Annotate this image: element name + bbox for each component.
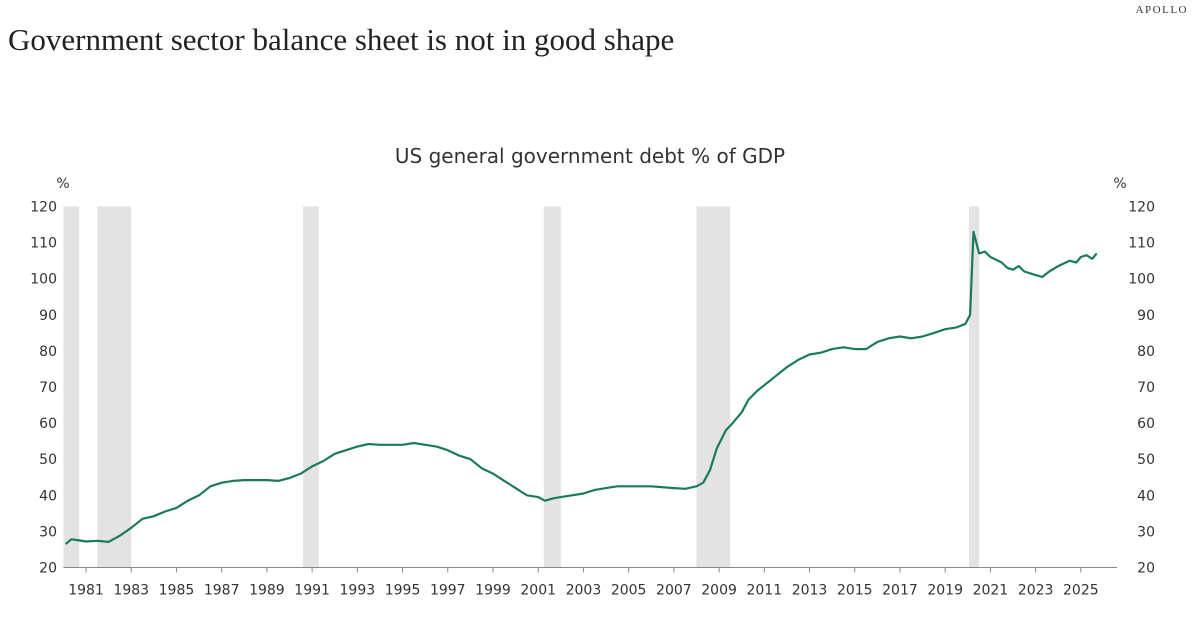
y-tick-label-left: 60 [39,416,57,432]
y-tick-label-right: 30 [1137,524,1155,540]
y-tick-label-right: 100 [1128,272,1155,288]
chart-title: US general government debt % of GDP [395,144,785,168]
y-tick-label-right: 70 [1137,380,1155,396]
y-tick-label-right: 110 [1128,236,1155,252]
x-tick-label: 2013 [792,583,828,599]
y-axis-label-left: % [56,176,69,192]
y-tick-label-left: 30 [39,524,57,540]
x-tick-label: 1983 [113,583,149,599]
headline: Government sector balance sheet is not i… [8,22,675,57]
x-tick-label: 2009 [701,583,737,599]
y-tick-label-right: 50 [1137,452,1155,468]
y-axis-label-right: % [1113,176,1126,192]
y-tick-label-left: 110 [30,236,57,252]
series [64,230,1098,545]
recession-bands [63,206,980,568]
y-tick-label-right: 90 [1137,308,1155,324]
x-tick-label: 1989 [249,583,285,599]
y-tick-label-left: 80 [39,344,57,360]
recession-band [968,206,980,568]
x-tick-label: 2017 [882,583,918,599]
x-tick-label: 1987 [204,583,240,599]
y-tick-label-right: 40 [1137,488,1155,504]
x-tick-label: 2001 [520,583,556,599]
recession-band [97,206,132,568]
y-tick-label-right: 20 [1137,561,1155,577]
x-tick-label: 2023 [1018,583,1054,599]
y-tick-label-left: 100 [30,272,57,288]
recession-band [63,206,80,568]
brand-logo: APOLLO [1135,4,1188,16]
y-tick-label-left: 90 [39,308,57,324]
x-tick-label: 2019 [927,583,963,599]
y-tick-label-left: 40 [39,488,57,504]
y-tick-label-right: 120 [1128,200,1155,216]
y-tick-label-left: 120 [30,200,57,216]
x-tick-label: 1991 [294,583,330,599]
x-tick-label: 2007 [656,583,692,599]
y-tick-label-left: 50 [39,452,57,468]
recession-band [303,206,319,568]
y-tick-label-left: 70 [39,380,57,396]
x-tick-label: 1997 [430,583,466,599]
recession-band [696,206,731,568]
x-tick-label: 2021 [973,583,1009,599]
x-tick-label: 2015 [837,583,873,599]
debt-line [64,230,1098,545]
axes: 1981 1983 1985 1987 1989 1991 1993 1995 1997 1999… [30,200,1155,599]
x-tick-label: 2011 [746,583,782,599]
x-tick-label: 2003 [566,583,602,599]
y-tick-label-left: 20 [39,561,57,577]
y-tick-label-right: 60 [1137,416,1155,432]
x-tick-label: 2005 [611,583,647,599]
x-tick-label: 2025 [1063,583,1099,599]
x-tick-label: 1995 [385,583,421,599]
x-tick-label: 1999 [475,583,511,599]
x-tick-label: 1985 [159,583,195,599]
x-tick-label: 1993 [340,583,376,599]
recession-band [543,206,561,568]
y-tick-label-right: 80 [1137,344,1155,360]
x-tick-label: 1981 [68,583,104,599]
